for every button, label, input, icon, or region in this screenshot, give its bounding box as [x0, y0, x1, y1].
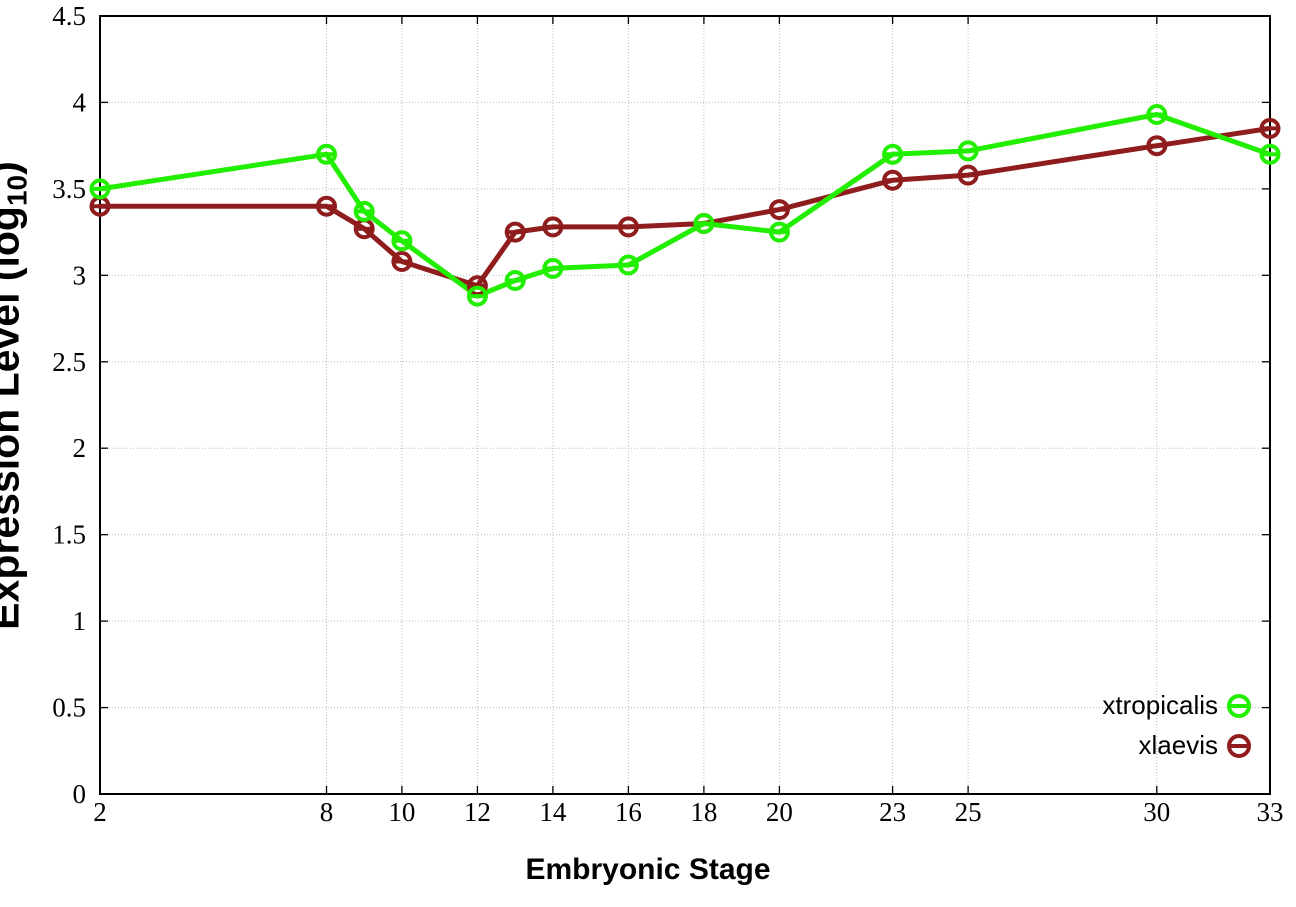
- svg-text:33: 33: [1257, 797, 1284, 827]
- svg-text:8: 8: [320, 797, 334, 827]
- svg-text:1.5: 1.5: [52, 520, 86, 550]
- svg-text:4.5: 4.5: [52, 1, 86, 31]
- svg-text:10: 10: [388, 797, 415, 827]
- svg-text:3: 3: [73, 260, 87, 290]
- svg-text:14: 14: [539, 797, 567, 827]
- svg-text:25: 25: [955, 797, 982, 827]
- svg-text:2: 2: [93, 797, 107, 827]
- svg-text:20: 20: [766, 797, 793, 827]
- svg-text:4: 4: [73, 87, 87, 117]
- svg-text:23: 23: [879, 797, 906, 827]
- svg-text:2: 2: [73, 433, 87, 463]
- svg-text:18: 18: [690, 797, 717, 827]
- svg-text:12: 12: [464, 797, 491, 827]
- svg-text:30: 30: [1143, 797, 1170, 827]
- svg-text:3.5: 3.5: [52, 174, 86, 204]
- svg-text:1: 1: [73, 606, 87, 636]
- svg-text:0: 0: [73, 779, 87, 809]
- svg-text:2.5: 2.5: [52, 347, 86, 377]
- svg-text:16: 16: [615, 797, 642, 827]
- svg-text:0.5: 0.5: [52, 693, 86, 723]
